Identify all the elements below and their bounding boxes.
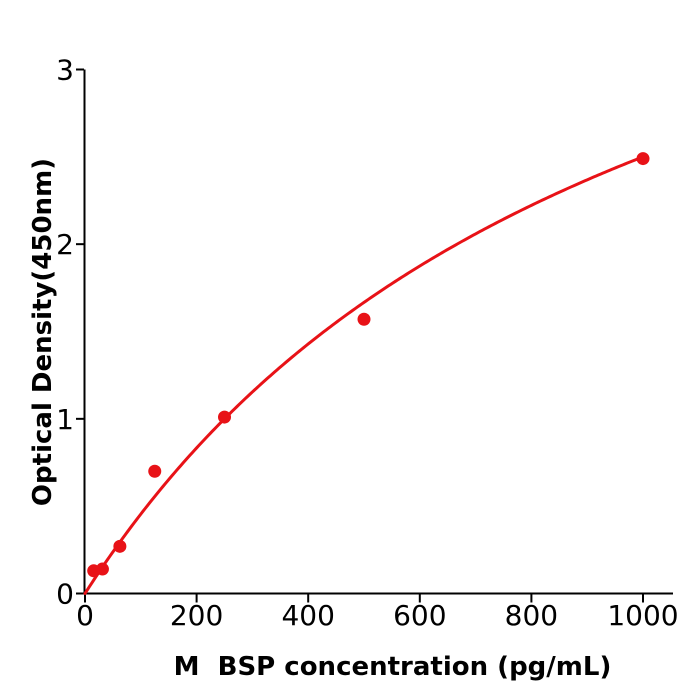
x-tick-label: 200 [170, 599, 223, 632]
x-tick-label: 600 [393, 599, 446, 632]
y-tick-label: 2 [56, 228, 74, 261]
x-tick-label: 0 [76, 599, 94, 632]
data-point [357, 312, 371, 326]
x-tick-label: 800 [505, 599, 558, 632]
y-tick-label: 0 [56, 578, 74, 611]
data-point [218, 410, 231, 424]
data-point [113, 539, 127, 553]
x-axis-title: M BSP concentration (pg/mL) [173, 652, 612, 682]
y-axis-title: Optical Density(450nm) [28, 157, 58, 507]
y-tick-label: 3 [56, 54, 74, 87]
data-point [148, 464, 162, 478]
fit-curve [83, 155, 645, 595]
x-tick-label: 1000 [607, 599, 678, 632]
x-tick-label: 400 [281, 599, 334, 632]
data-point [95, 562, 109, 576]
data-point [636, 152, 650, 166]
y-tick-label: 1 [56, 403, 74, 436]
